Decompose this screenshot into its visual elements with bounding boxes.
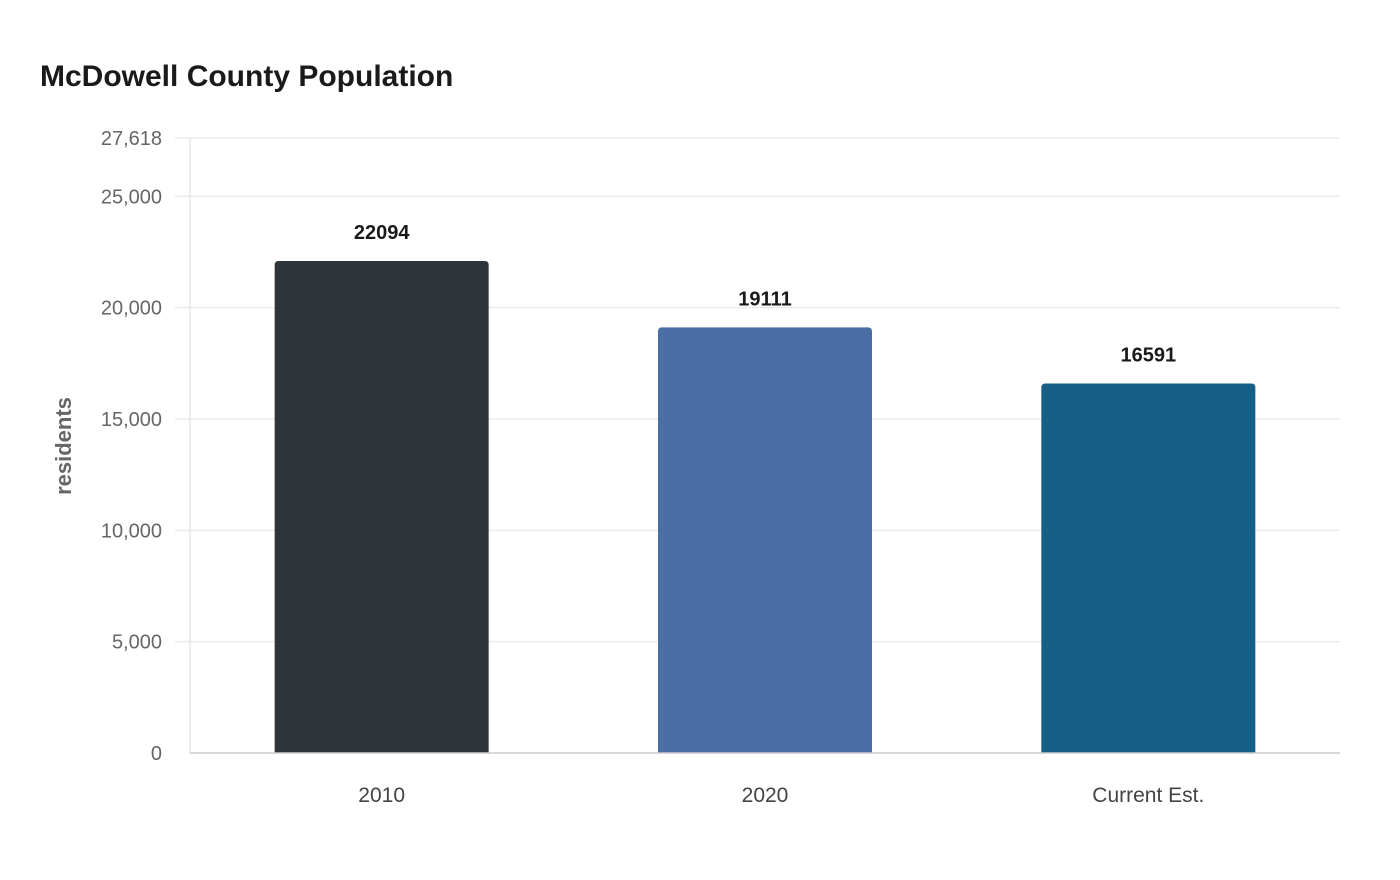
bar-current-est-	[1041, 383, 1256, 753]
y-tick-label: 0	[151, 743, 162, 765]
y-tick-label: 5,000	[112, 632, 162, 654]
y-tick-label: 20,000	[101, 298, 162, 320]
y-axis-label: residents	[51, 397, 76, 495]
data-label: 16591	[1121, 345, 1177, 367]
x-tick-label: 2020	[742, 784, 789, 807]
x-tick-label: Current Est.	[1092, 784, 1204, 807]
y-tick-label: 27,618	[101, 128, 162, 150]
bar-2010	[274, 261, 489, 753]
y-tick-label: 10,000	[101, 520, 162, 542]
chart-title: McDowell County Population	[40, 60, 454, 93]
bar-2020	[658, 327, 872, 753]
y-tick-label: 15,000	[101, 409, 162, 431]
data-label: 22094	[354, 222, 410, 244]
y-tick-label: 25,000	[101, 186, 162, 208]
x-tick-label: 2010	[358, 784, 405, 807]
data-label: 19111	[738, 288, 791, 310]
